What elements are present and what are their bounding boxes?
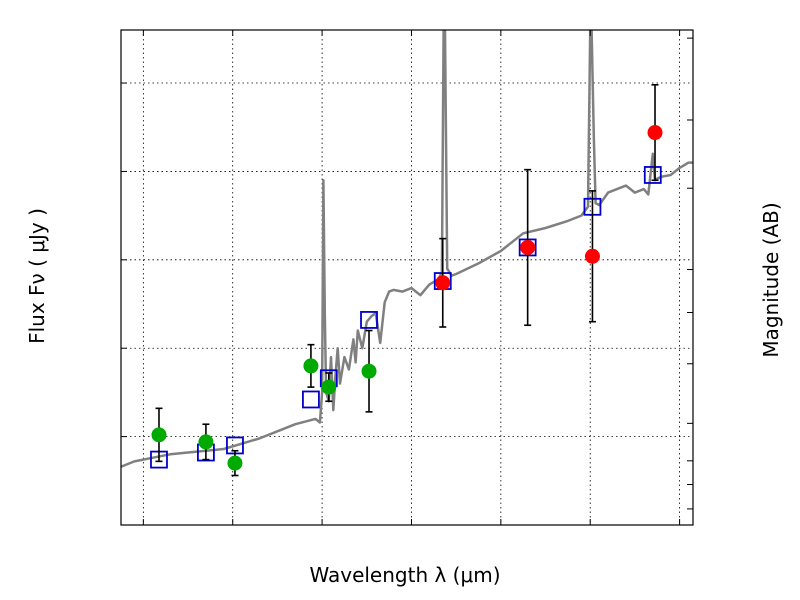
- photometry-point: [151, 427, 167, 443]
- axes-frame: [120, 29, 694, 526]
- model-spectrum-line: [121, 30, 693, 468]
- photometry-point: [198, 434, 214, 450]
- y-axis-label: Flux Fν ( μJy ): [25, 208, 49, 344]
- photometry-point: [435, 275, 451, 291]
- photometry-point: [520, 239, 536, 255]
- plot-area: [121, 30, 693, 477]
- photometry-point: [584, 248, 600, 264]
- model-flux-square: [643, 166, 662, 184]
- model-flux-square: [360, 311, 378, 329]
- photometry-point: [361, 363, 377, 379]
- grid-lines: [121, 30, 693, 525]
- axis-ticks: [121, 30, 693, 526]
- magnitude-axis-label: Magnitude (AB): [759, 202, 783, 357]
- photometry-point: [227, 455, 243, 471]
- photometry-point: [321, 379, 337, 395]
- x-axis-label: Wavelength λ (μm): [309, 563, 500, 587]
- photometry-point: [647, 125, 663, 141]
- photometry-point: [303, 358, 319, 374]
- model-flux-square: [302, 390, 320, 409]
